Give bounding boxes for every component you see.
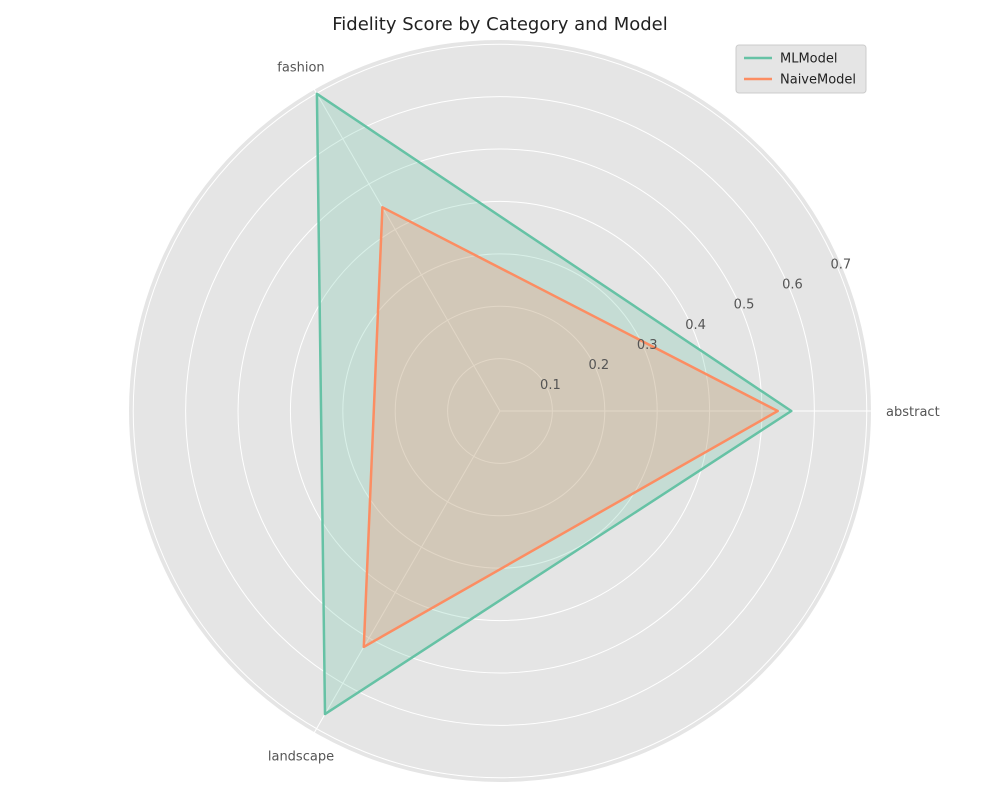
spoke-fashion <box>313 88 501 412</box>
legend: MLModel NaiveModel <box>735 44 867 94</box>
r-tick-label-0.1: 0.1 <box>540 378 561 393</box>
r-tick-label-0.5: 0.5 <box>734 298 755 313</box>
legend-label-NaiveModel: NaiveModel <box>780 73 856 88</box>
category-label-landscape: landscape <box>268 750 334 765</box>
category-label-abstract: abstract <box>886 405 940 420</box>
r-tick-label-0.3: 0.3 <box>637 338 658 353</box>
series-line-NaiveModel <box>362 206 779 649</box>
series-fill-NaiveModel <box>363 207 778 647</box>
legend-label-MLModel: MLModel <box>780 52 838 67</box>
r-tick-label-0.4: 0.4 <box>685 318 706 333</box>
series-line-MLModel <box>315 92 793 716</box>
r-tick-label-0.2: 0.2 <box>588 358 609 373</box>
r-tick-label-0.6: 0.6 <box>782 278 803 293</box>
chart-title: Fidelity Score by Category and Model <box>332 14 668 35</box>
spoke-landscape <box>313 410 501 734</box>
r-tick-label-0.7: 0.7 <box>830 258 851 273</box>
series-fill-MLModel <box>316 93 792 715</box>
plot-area: 0.1 0.2 0.3 0.4 0.5 0.6 0.7 abstract fashion land… <box>127 38 940 784</box>
category-label-fashion: fashion <box>277 60 324 75</box>
